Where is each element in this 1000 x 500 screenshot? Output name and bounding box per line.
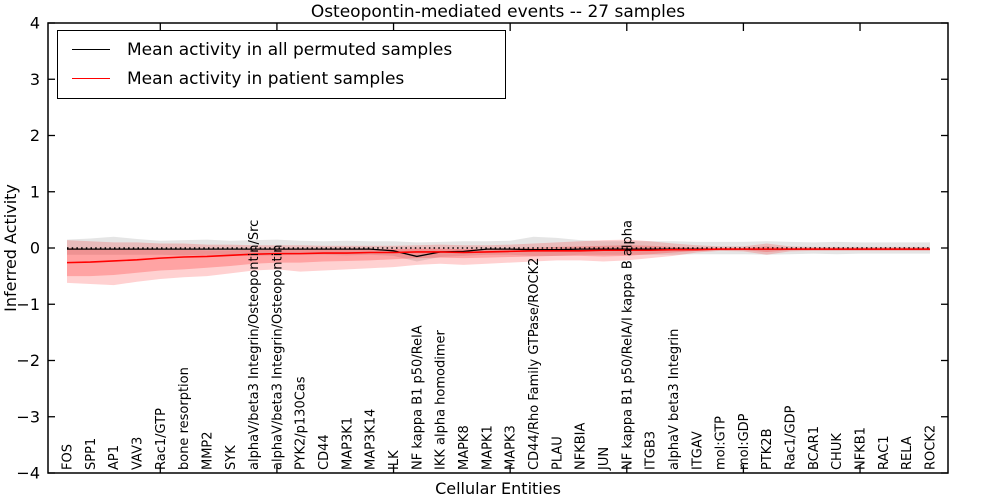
x-entity-label: BCAR1 — [807, 426, 822, 470]
x-entity-label: MAP3K14 — [364, 409, 379, 470]
x-entity-label: mol:GTP — [714, 416, 729, 470]
legend-item-patient: Mean activity in patient samples — [72, 65, 501, 92]
y-tick-label: −3 — [16, 407, 40, 426]
x-entity-label: IKK alpha homodimer — [434, 329, 449, 470]
legend-line-swatch-patient — [72, 78, 110, 79]
x-entity-label: ITGB3 — [644, 431, 659, 470]
x-entity-label: FOS — [61, 444, 76, 470]
x-entity-label: alphaV/beta3 Integrin/Osteopontin — [270, 245, 285, 470]
x-entity-label: NF kappa B1 p50/RelA — [410, 325, 425, 470]
x-entity-label: CHUK — [830, 433, 845, 470]
x-entity-label: PYK2/p130Cas — [294, 376, 309, 470]
x-entity-label: CD44 — [317, 434, 332, 470]
x-entity-label: SYK — [224, 445, 239, 470]
y-tick-label: 0 — [30, 239, 40, 258]
x-entity-label: alphaV beta3 Integrin — [667, 329, 682, 470]
x-entity-label: ITGAV — [690, 431, 705, 470]
x-entity-label: NFKB1 — [854, 427, 869, 470]
legend-item-permuted: Mean activity in all permuted samples — [72, 36, 501, 63]
series-lines — [66, 248, 930, 264]
chart-title: Osteopontin-mediated events -- 27 sample… — [311, 2, 685, 22]
x-entity-label: Rac1/GTP — [154, 408, 169, 470]
y-tick-label: 3 — [30, 70, 40, 89]
x-entity-label: RELA — [900, 436, 915, 470]
x-entity-label: SPP1 — [84, 438, 99, 470]
x-entity-label: bone resorption — [177, 367, 192, 470]
y-tick-label: 1 — [30, 182, 40, 201]
x-entity-label: MMP2 — [200, 431, 215, 470]
x-entity-label: PLAU — [550, 436, 565, 470]
y-tick-labels: 4 3 2 1 0 −1 −2 −3 −4 — [16, 14, 40, 483]
chart-legend: Mean activity in all permuted samples Me… — [57, 30, 506, 99]
y-tick-label: −4 — [16, 464, 40, 483]
x-entity-label: alphaV/beta3 Integrin/Osteopontin/Src — [247, 220, 262, 470]
x-entity-label: ROCK2 — [924, 425, 939, 470]
x-entity-label: MAPK1 — [480, 425, 495, 470]
x-entity-label: NFKBIA — [574, 423, 589, 470]
axis-ticks — [48, 22, 948, 474]
x-entity-label: VAV3 — [130, 437, 145, 470]
x-entity-label: PTK2B — [760, 429, 775, 471]
series-line-patient — [66, 248, 930, 264]
y-tick-label: −2 — [16, 351, 40, 370]
y-tick-label: −1 — [16, 295, 40, 314]
x-entity-label: ILK — [387, 450, 402, 470]
x-entity-label: JUN — [597, 447, 612, 471]
x-entity-labels: FOS SPP1 AP1 VAV3 Rac1/GTP bone resorption MMP… — [61, 220, 939, 471]
confidence-bands — [67, 236, 930, 286]
x-entity-label: Rac1/GDP — [784, 405, 799, 470]
x-entity-label: MAPK8 — [457, 425, 472, 470]
legend-label-patient: Mean activity in patient samples — [127, 68, 405, 89]
legend-line-swatch-permuted — [72, 49, 110, 50]
legend-label-permuted: Mean activity in all permuted samples — [127, 39, 453, 60]
x-entity-label: MAPK3 — [504, 425, 519, 470]
y-tick-label: 4 — [30, 14, 40, 33]
x-entity-label: AP1 — [107, 445, 122, 470]
y-axis-label: Inferred Activity — [1, 184, 20, 312]
x-axis-label: Cellular Entities — [435, 479, 561, 498]
x-entity-label: NF kappa B1 p50/RelA/I kappa B alpha — [620, 220, 635, 470]
x-entity-label: CD44/Rho Family GTPase/ROCK2 — [527, 258, 542, 470]
band-patient-samples-outer-range — [67, 239, 930, 286]
x-entity-label: mol:GDP — [737, 413, 752, 470]
x-entity-label: RAC1 — [877, 435, 892, 470]
x-entity-label: MAP3K1 — [340, 417, 355, 470]
y-tick-label: 2 — [30, 126, 40, 145]
